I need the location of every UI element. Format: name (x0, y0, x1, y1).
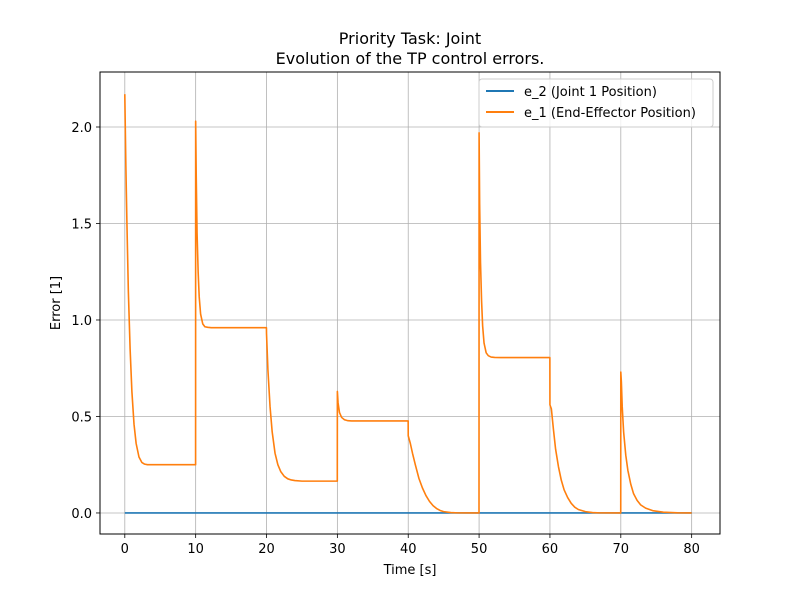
plot-frame (99, 71, 721, 535)
legend-label-e1: e_1 (End-Effector Position) (524, 106, 696, 121)
x-tick-label: 40 (400, 542, 417, 557)
x-axis-ticks: 0 10 20 30 40 50 60 70 80 (121, 534, 700, 557)
legend: e_2 (Joint 1 Position) e_1 (End-Effector… (478, 78, 714, 128)
x-tick-label: 80 (683, 542, 700, 557)
y-tick-label: 1.0 (71, 314, 92, 329)
y-axis-label: Error [1] (49, 276, 64, 330)
legend-box (478, 78, 714, 128)
x-tick-label: 10 (187, 542, 204, 557)
series-line-e1 (124, 94, 692, 514)
chart-subtitle: Evolution of the TP control errors. (276, 49, 545, 68)
data-series (124, 94, 692, 514)
x-tick-label: 60 (542, 542, 559, 557)
x-axis-label: Time [s] (383, 563, 437, 578)
chart-title: Priority Task: Joint (339, 29, 481, 48)
x-tick-label: 0 (121, 542, 129, 557)
y-tick-label: 0.5 (71, 410, 92, 425)
y-axis-ticks: 0.0 0.5 1.0 1.5 2.0 (71, 121, 100, 522)
y-tick-label: 0.0 (71, 507, 92, 522)
x-tick-label: 20 (258, 542, 275, 557)
y-tick-label: 1.5 (71, 217, 92, 232)
x-tick-label: 50 (471, 542, 488, 557)
y-tick-label: 2.0 (71, 121, 92, 136)
x-tick-label: 70 (613, 542, 630, 557)
x-tick-label: 30 (329, 542, 346, 557)
legend-label-e2: e_2 (Joint 1 Position) (524, 85, 657, 100)
